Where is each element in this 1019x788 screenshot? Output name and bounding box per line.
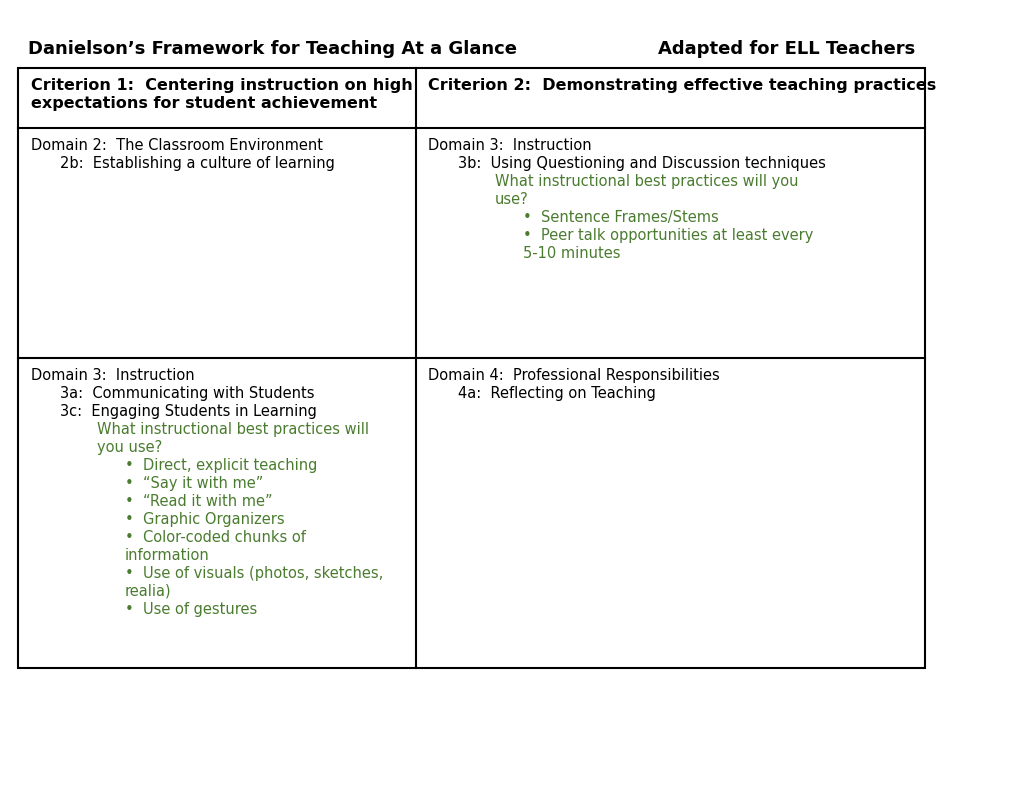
Text: Domain 3:  Instruction: Domain 3: Instruction — [31, 368, 194, 383]
Text: expectations for student achievement: expectations for student achievement — [31, 96, 376, 111]
Text: •  Peer talk opportunities at least every: • Peer talk opportunities at least every — [522, 228, 812, 243]
Text: •  “Read it with me”: • “Read it with me” — [124, 494, 272, 509]
Text: •  “Say it with me”: • “Say it with me” — [124, 476, 263, 491]
Text: realia): realia) — [124, 584, 171, 599]
Text: Criterion 1:  Centering instruction on high: Criterion 1: Centering instruction on hi… — [31, 78, 412, 93]
Bar — [18, 68, 924, 668]
Text: •  Sentence Frames/Stems: • Sentence Frames/Stems — [522, 210, 717, 225]
Text: 3c:  Engaging Students in Learning: 3c: Engaging Students in Learning — [60, 404, 317, 419]
Text: 4a:  Reflecting on Teaching: 4a: Reflecting on Teaching — [458, 386, 655, 401]
Text: •  Color-coded chunks of: • Color-coded chunks of — [124, 530, 306, 545]
Text: •  Use of visuals (photos, sketches,: • Use of visuals (photos, sketches, — [124, 566, 383, 581]
Text: Criterion 2:  Demonstrating effective teaching practices: Criterion 2: Demonstrating effective tea… — [428, 78, 935, 93]
Text: Domain 3:  Instruction: Domain 3: Instruction — [428, 138, 591, 153]
Text: use?: use? — [494, 192, 528, 207]
Text: •  Use of gestures: • Use of gestures — [124, 602, 257, 617]
Text: you use?: you use? — [97, 440, 162, 455]
Text: Danielson’s Framework for Teaching At a Glance: Danielson’s Framework for Teaching At a … — [28, 40, 517, 58]
Text: What instructional best practices will: What instructional best practices will — [97, 422, 369, 437]
Text: information: information — [124, 548, 210, 563]
Text: •  Graphic Organizers: • Graphic Organizers — [124, 512, 284, 527]
Text: 2b:  Establishing a culture of learning: 2b: Establishing a culture of learning — [60, 156, 334, 171]
Text: Domain 4:  Professional Responsibilities: Domain 4: Professional Responsibilities — [428, 368, 719, 383]
Text: Adapted for ELL Teachers: Adapted for ELL Teachers — [658, 40, 915, 58]
Text: 5-10 minutes: 5-10 minutes — [522, 246, 620, 261]
Text: 3b:  Using Questioning and Discussion techniques: 3b: Using Questioning and Discussion tec… — [458, 156, 825, 171]
Text: •  Direct, explicit teaching: • Direct, explicit teaching — [124, 458, 317, 473]
Text: What instructional best practices will you: What instructional best practices will y… — [494, 174, 798, 189]
Text: Domain 2:  The Classroom Environment: Domain 2: The Classroom Environment — [31, 138, 322, 153]
Text: 3a:  Communicating with Students: 3a: Communicating with Students — [60, 386, 314, 401]
